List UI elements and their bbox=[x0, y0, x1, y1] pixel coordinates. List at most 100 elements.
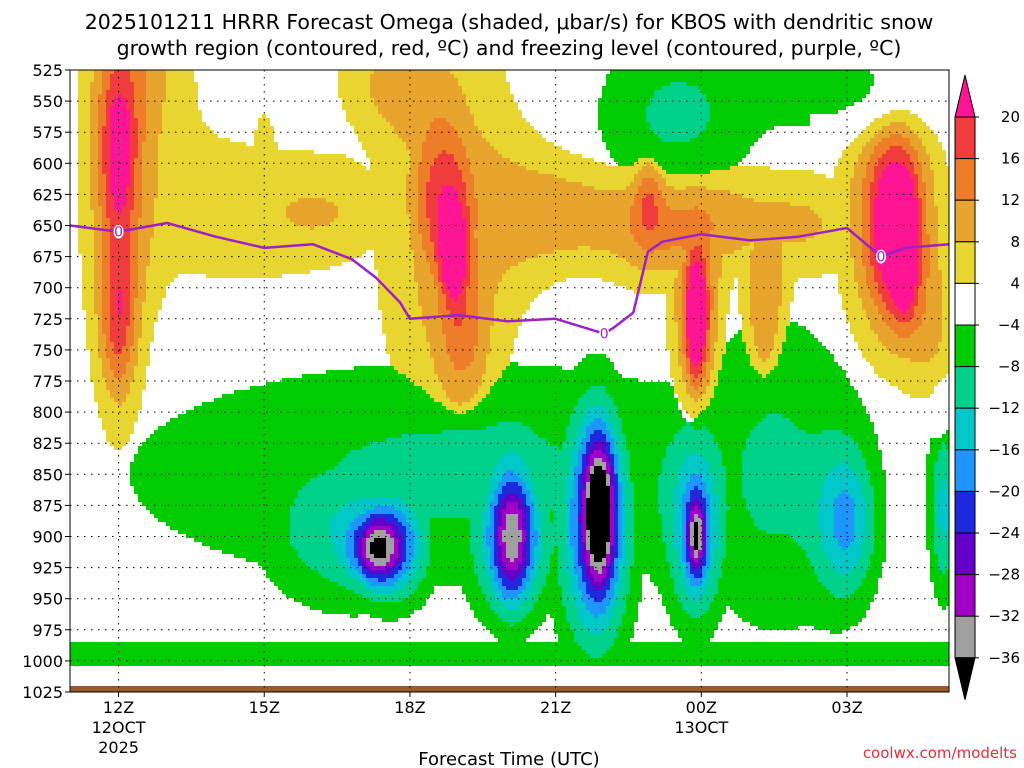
omega-cell bbox=[86, 338, 98, 342]
omega-cell bbox=[502, 502, 506, 506]
omega-cell bbox=[666, 306, 674, 310]
omega-cell bbox=[530, 490, 534, 494]
omega-cell bbox=[674, 546, 682, 550]
omega-cell bbox=[870, 242, 874, 246]
omega-cell bbox=[470, 210, 478, 214]
omega-cell bbox=[930, 158, 946, 162]
omega-cell bbox=[418, 526, 430, 530]
omega-cell bbox=[930, 446, 942, 450]
omega-cell bbox=[138, 338, 154, 342]
omega-cell bbox=[602, 458, 606, 462]
omega-cell bbox=[838, 538, 854, 542]
omega-cell bbox=[94, 394, 110, 398]
omega-cell bbox=[462, 286, 466, 290]
omega-cell bbox=[710, 582, 718, 586]
omega-cell bbox=[614, 542, 618, 546]
omega-cell bbox=[926, 510, 934, 514]
omega-cell bbox=[934, 198, 949, 202]
omega-cell bbox=[586, 434, 590, 438]
omega-cell bbox=[778, 354, 834, 358]
omega-cell bbox=[686, 82, 874, 86]
omega-cell bbox=[454, 362, 470, 366]
omega-cell bbox=[146, 114, 162, 118]
omega-cell bbox=[534, 518, 542, 522]
omega-cell bbox=[582, 598, 594, 602]
y-tick-label: 625 bbox=[32, 185, 63, 204]
omega-cell bbox=[430, 526, 470, 530]
omega-cell bbox=[606, 546, 610, 550]
omega-cell bbox=[290, 510, 338, 514]
omega-cell bbox=[654, 194, 662, 198]
omega-cell bbox=[394, 550, 398, 554]
omega-cell bbox=[858, 446, 878, 450]
omega-cell bbox=[526, 166, 642, 170]
omega-cell bbox=[530, 574, 538, 578]
omega-cell bbox=[78, 202, 90, 206]
omega-cell bbox=[106, 206, 114, 210]
omega-cell bbox=[750, 298, 782, 302]
omega-cell bbox=[498, 538, 502, 542]
omega-cell bbox=[726, 534, 790, 538]
omega-cell bbox=[130, 290, 138, 294]
omega-cell bbox=[506, 366, 562, 370]
omega-cell bbox=[762, 358, 766, 362]
omega-cell bbox=[102, 270, 110, 274]
omega-cell bbox=[282, 590, 354, 594]
omega-cell bbox=[162, 110, 202, 114]
omega-cell bbox=[618, 574, 622, 578]
omega-cell bbox=[346, 538, 354, 542]
omega-cell bbox=[666, 454, 686, 458]
omega-cell bbox=[614, 398, 678, 402]
omega-cell bbox=[938, 250, 949, 254]
omega-cell bbox=[370, 74, 454, 78]
omega-cell bbox=[530, 530, 538, 534]
omega-cell bbox=[622, 518, 626, 522]
omega-cell bbox=[850, 222, 862, 226]
omega-cell bbox=[90, 138, 98, 142]
omega-cell bbox=[914, 290, 918, 294]
omega-cell bbox=[110, 110, 130, 114]
omega-cell bbox=[858, 342, 882, 346]
omega-cell bbox=[486, 626, 538, 630]
omega-cell bbox=[938, 562, 949, 566]
omega-cell bbox=[930, 254, 938, 258]
omega-cell bbox=[502, 550, 506, 554]
omega-cell bbox=[586, 590, 606, 594]
omega-cell bbox=[414, 538, 422, 542]
omega-cell bbox=[926, 278, 942, 282]
omega-cell bbox=[678, 558, 682, 562]
omega-cell bbox=[618, 534, 622, 538]
omega-cell bbox=[478, 330, 490, 334]
omega-cell bbox=[858, 134, 874, 138]
omega-cell bbox=[498, 378, 638, 382]
omega-cell bbox=[590, 482, 606, 486]
omega-cell bbox=[678, 470, 710, 474]
omega-cell bbox=[874, 538, 886, 542]
omega-cell bbox=[110, 318, 130, 322]
x-year-label: 2025 bbox=[98, 738, 139, 757]
omega-cell bbox=[474, 230, 630, 234]
omega-cell bbox=[610, 562, 614, 566]
omega-cell bbox=[534, 482, 566, 486]
omega-cell bbox=[134, 342, 138, 346]
omega-cell bbox=[678, 342, 682, 346]
omega-cell bbox=[846, 462, 866, 466]
omega-cell bbox=[522, 478, 530, 482]
omega-cell bbox=[722, 558, 810, 562]
omega-cell bbox=[618, 578, 622, 582]
omega-cell bbox=[482, 586, 490, 590]
omega-cell bbox=[926, 306, 942, 310]
omega-cell bbox=[622, 422, 686, 426]
omega-cell bbox=[718, 278, 734, 282]
omega-cell bbox=[554, 250, 610, 254]
omega-cell bbox=[470, 254, 478, 258]
omega-cell bbox=[926, 482, 934, 486]
omega-cell bbox=[98, 138, 102, 142]
omega-cell bbox=[490, 522, 494, 526]
omega-cell bbox=[234, 554, 298, 558]
omega-cell bbox=[346, 110, 378, 114]
omega-cell bbox=[726, 346, 746, 350]
omega-cell bbox=[98, 402, 118, 406]
omega-cell bbox=[874, 510, 886, 514]
omega-cell bbox=[778, 326, 786, 330]
